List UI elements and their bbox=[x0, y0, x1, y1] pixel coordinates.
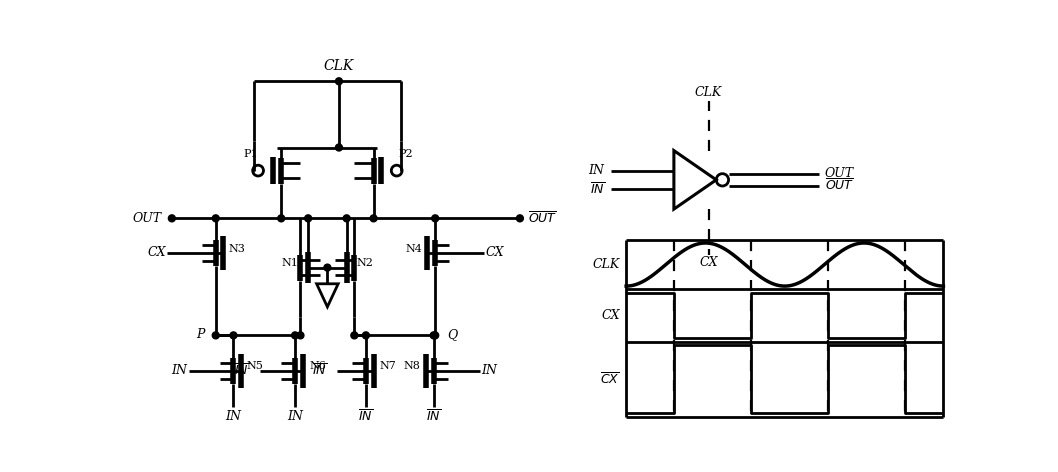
Text: $\overline{\mathit{IN}}$: $\overline{\mathit{IN}}$ bbox=[359, 409, 373, 425]
Text: N6: N6 bbox=[310, 361, 327, 371]
Text: N1: N1 bbox=[281, 258, 298, 268]
Text: $\overline{\mathit{IN}}$: $\overline{\mathit{IN}}$ bbox=[589, 181, 604, 197]
Text: $\overline{\mathit{IN}}$: $\overline{\mathit{IN}}$ bbox=[312, 363, 327, 379]
Circle shape bbox=[213, 332, 219, 339]
Text: $\overline{\mathit{IN}}$: $\overline{\mathit{IN}}$ bbox=[234, 363, 249, 379]
Text: $\overline{\mathit{CX}}$: $\overline{\mathit{CX}}$ bbox=[601, 371, 620, 387]
Text: OUT: OUT bbox=[132, 212, 162, 225]
Circle shape bbox=[343, 215, 350, 222]
Text: N5: N5 bbox=[247, 361, 263, 371]
Text: N4: N4 bbox=[405, 244, 422, 254]
Text: IN: IN bbox=[171, 364, 187, 377]
Circle shape bbox=[351, 332, 358, 339]
Text: N3: N3 bbox=[229, 244, 245, 254]
Text: N2: N2 bbox=[357, 258, 373, 268]
Text: CLK: CLK bbox=[324, 59, 354, 73]
Circle shape bbox=[297, 332, 304, 339]
Text: IN: IN bbox=[481, 364, 497, 377]
Text: CX: CX bbox=[699, 256, 717, 270]
Text: CX: CX bbox=[602, 309, 620, 322]
Text: CLK: CLK bbox=[592, 258, 620, 271]
Text: CX: CX bbox=[147, 246, 166, 260]
Circle shape bbox=[370, 215, 377, 222]
Circle shape bbox=[305, 215, 312, 222]
Text: $\overline{\mathit{IN}}$: $\overline{\mathit{IN}}$ bbox=[426, 409, 441, 425]
Circle shape bbox=[432, 332, 439, 339]
Circle shape bbox=[230, 332, 237, 339]
Text: IN: IN bbox=[225, 411, 241, 423]
Circle shape bbox=[335, 78, 343, 85]
Circle shape bbox=[278, 215, 285, 222]
Text: $\overline{\mathit{OUT}}$: $\overline{\mathit{OUT}}$ bbox=[825, 178, 854, 194]
Text: Q: Q bbox=[446, 328, 457, 341]
Circle shape bbox=[324, 264, 331, 271]
Text: P: P bbox=[196, 328, 204, 341]
Text: $\overline{\mathit{OUT}}$: $\overline{\mathit{OUT}}$ bbox=[528, 211, 557, 226]
Circle shape bbox=[516, 215, 524, 222]
Text: IN: IN bbox=[588, 164, 604, 177]
Text: P2: P2 bbox=[399, 149, 414, 159]
Circle shape bbox=[432, 215, 439, 222]
Text: N7: N7 bbox=[379, 361, 396, 371]
Circle shape bbox=[431, 332, 437, 339]
Text: OUT: OUT bbox=[825, 167, 854, 180]
Text: N8: N8 bbox=[404, 361, 420, 371]
Text: IN: IN bbox=[287, 411, 303, 423]
Text: CLK: CLK bbox=[695, 86, 723, 99]
Text: P1: P1 bbox=[243, 149, 258, 159]
Circle shape bbox=[168, 215, 176, 222]
Circle shape bbox=[213, 215, 219, 222]
Text: CX: CX bbox=[486, 246, 504, 260]
Circle shape bbox=[292, 332, 298, 339]
Circle shape bbox=[363, 332, 369, 339]
Circle shape bbox=[335, 144, 343, 151]
